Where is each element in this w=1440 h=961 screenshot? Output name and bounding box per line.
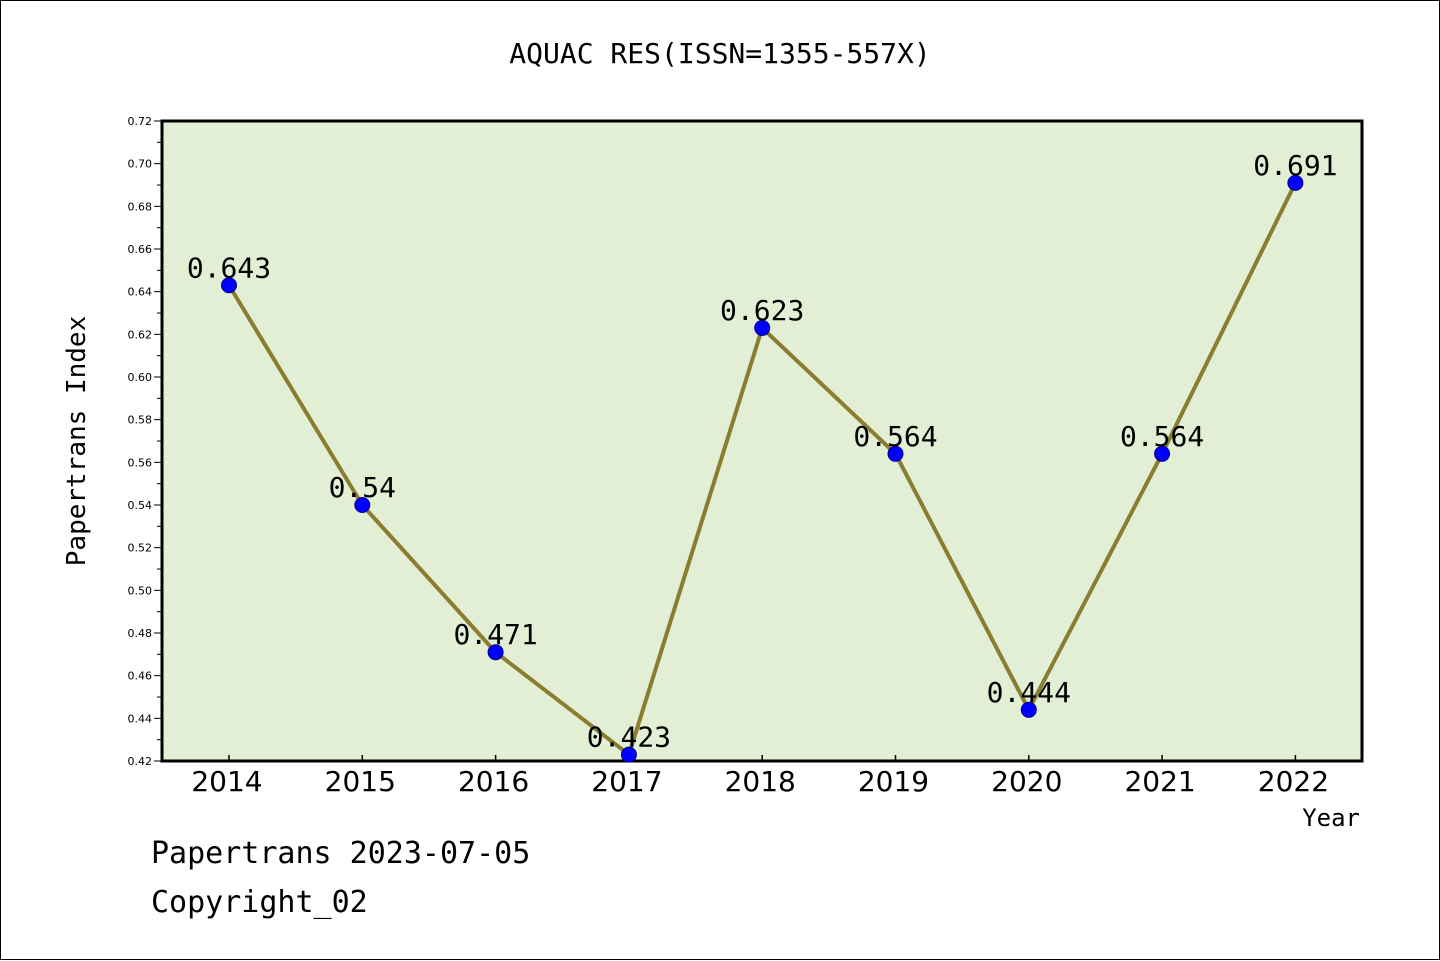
chart-title: AQUAC RES(ISSN=1355-557X) bbox=[509, 37, 931, 70]
y-tick-label: 0.66 bbox=[128, 243, 153, 256]
x-tick-label: 2014 bbox=[191, 765, 262, 798]
y-tick-label: 0.50 bbox=[128, 584, 153, 597]
footer-copyright: Copyright_02 bbox=[151, 885, 368, 920]
data-label: 0.423 bbox=[587, 721, 671, 754]
x-tick-label: 2019 bbox=[858, 765, 929, 798]
x-tick-label: 2017 bbox=[591, 765, 662, 798]
x-tick-label: 2015 bbox=[325, 765, 396, 798]
data-label: 0.471 bbox=[453, 618, 537, 651]
data-point bbox=[754, 319, 771, 336]
y-tick-label: 0.42 bbox=[128, 755, 153, 768]
y-tick-label: 0.64 bbox=[128, 286, 153, 299]
data-label: 0.564 bbox=[853, 420, 937, 453]
y-tick-label: 0.56 bbox=[128, 456, 153, 469]
footer-date: Papertrans 2023-07-05 bbox=[151, 836, 531, 871]
x-tick-label: 2018 bbox=[725, 765, 796, 798]
data-point bbox=[1287, 174, 1304, 191]
data-point bbox=[221, 277, 237, 294]
x-tick-label: 2021 bbox=[1124, 765, 1195, 798]
data-label: 0.54 bbox=[329, 471, 396, 504]
data-point bbox=[487, 644, 504, 661]
y-tick-label: 0.48 bbox=[128, 627, 153, 640]
data-point bbox=[354, 497, 371, 513]
y-tick-label: 0.62 bbox=[128, 328, 153, 341]
data-label: 0.691 bbox=[1253, 149, 1337, 182]
y-tick-label: 0.70 bbox=[128, 158, 153, 171]
y-tick-label: 0.54 bbox=[128, 499, 153, 512]
data-label: 0.564 bbox=[1120, 420, 1204, 453]
y-tick-label: 0.46 bbox=[128, 670, 153, 683]
y-tick-label: 0.72 bbox=[128, 115, 153, 128]
y-tick-label: 0.68 bbox=[128, 200, 153, 213]
x-axis-label: Year bbox=[1302, 804, 1360, 832]
data-point bbox=[620, 746, 637, 763]
y-tick-label: 0.60 bbox=[128, 371, 153, 384]
x-tick-label: 2022 bbox=[1258, 765, 1329, 798]
data-label: 0.623 bbox=[720, 294, 804, 327]
x-tick-label: 2016 bbox=[458, 765, 529, 798]
data-point bbox=[1154, 445, 1171, 462]
y-axis: 0.42 0.44 0.46 0.48 0.50 0.52 0.54 0.56 0.58 0.60… bbox=[128, 115, 162, 768]
y-axis-label: Papertrans Index bbox=[62, 316, 92, 566]
y-tick-label: 0.58 bbox=[128, 414, 153, 427]
data-label: 0.444 bbox=[987, 676, 1071, 709]
plot-area bbox=[160, 119, 1364, 763]
y-tick-label: 0.44 bbox=[128, 712, 153, 725]
y-tick-label: 0.52 bbox=[128, 542, 153, 555]
data-point bbox=[887, 445, 904, 462]
data-label: 0.643 bbox=[187, 251, 271, 284]
data-point bbox=[1020, 701, 1037, 718]
x-tick-label: 2020 bbox=[991, 765, 1062, 798]
series-group: 0.643 0.54 0.471 0.423 0.623 0.564 0.444 0.564 0… bbox=[187, 149, 1338, 763]
x-axis: 2014 2015 2016 2017 2018 2019 2020 2021 2022 bbox=[191, 755, 1329, 798]
